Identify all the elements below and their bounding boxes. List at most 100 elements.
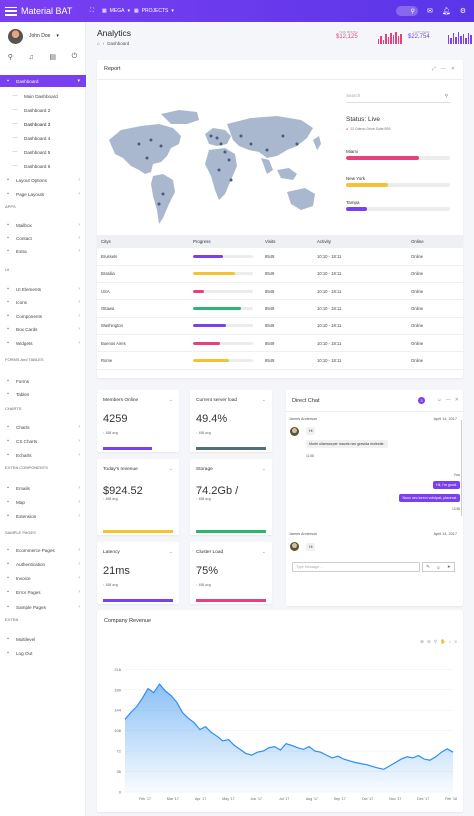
- attach-icon[interactable]: ✎: [426, 564, 430, 569]
- bell-icon[interactable]: 🔔︎: [441, 8, 451, 15]
- sidebar-item-label: Multilevel: [16, 636, 36, 642]
- user-panel[interactable]: John Doe ▾: [0, 22, 85, 50]
- minimize-icon[interactable]: —: [445, 397, 451, 403]
- breadcrumb: ⌂ › Dashboard: [97, 41, 130, 46]
- chat-scrollbar[interactable]: [460, 420, 462, 516]
- chat-icon[interactable]: ▤: [49, 54, 57, 61]
- status-address: 12 Odeno Drive Suite 895: [350, 127, 391, 131]
- sidebar-item-forms[interactable]: ▪ Forms: [0, 375, 86, 387]
- zoom-in-icon[interactable]: ⊕: [420, 639, 424, 644]
- mega-menu[interactable]: ▦ MEGA ▾: [102, 8, 130, 14]
- chevron-right-icon: ›: [78, 561, 80, 567]
- sidebar-item-contact[interactable]: ▪ Contact ›: [0, 232, 86, 244]
- table-row[interactable]: Brasilia 8549 10:10 - 18:11 Online: [97, 265, 463, 284]
- sidebar-item-dashboard-2[interactable]: — Dashboard 2: [0, 104, 86, 116]
- sidebar-item-invoice[interactable]: ▪ Invoice ›: [0, 572, 86, 584]
- search-icon[interactable]: ⚲: [433, 639, 438, 644]
- chevron-down-icon[interactable]: ⌄: [168, 397, 173, 403]
- contacts-icon[interactable]: ☺: [436, 397, 442, 403]
- city-progress-miami: [346, 156, 450, 160]
- spark-bar: [470, 35, 472, 44]
- sidebar-item-layout-options[interactable]: ▪ Layout Options ›: [0, 174, 86, 186]
- bell-icon[interactable]: ♫: [28, 53, 34, 61]
- city-label-new-york: New York: [346, 176, 366, 181]
- spark-bar: [392, 35, 395, 44]
- map-search-input[interactable]: Search ⚲: [346, 93, 450, 103]
- mail-icon[interactable]: ✉: [426, 8, 433, 15]
- table-row[interactable]: Brussels 8549 10:10 - 18:11 Online: [97, 248, 463, 266]
- sidebar-item-extension[interactable]: ▪ Extension ›: [0, 510, 86, 522]
- close-icon[interactable]: ✕: [450, 66, 455, 72]
- sidebar-item-echarts[interactable]: ▪ Echarts ›: [0, 449, 86, 461]
- stat-card: Current server load ⌄ 49.4% ↑ 458 avg: [190, 390, 272, 452]
- stat-value: 74.2Gb /: [196, 485, 239, 497]
- sidebar-item-sample-pages[interactable]: ▪ Sample Pages ›: [0, 601, 86, 613]
- sidebar-item-multilevel[interactable]: ▪ Multilevel: [0, 633, 86, 645]
- gear-icon[interactable]: ⚙: [459, 8, 466, 15]
- spark-bar: [460, 36, 462, 44]
- world-map[interactable]: [101, 100, 341, 232]
- sidebar-item-label: Contact: [16, 235, 32, 241]
- table-row[interactable]: USA 8549 10:10 - 18:11 Online: [97, 282, 463, 301]
- projects-menu[interactable]: ▦ PROJECTS ▾: [134, 8, 174, 14]
- sidebar-item-widgets[interactable]: ▪ Widgets ›: [0, 337, 86, 349]
- revenue-line[interactable]: [124, 683, 454, 770]
- home-icon[interactable]: ⌂: [97, 41, 100, 46]
- menu-icon[interactable]: ≡: [454, 639, 457, 644]
- col-header: Citys: [97, 235, 189, 248]
- expand-icon[interactable]: ⤢: [431, 66, 436, 72]
- search-icon[interactable]: ⚲: [7, 54, 13, 61]
- table-row[interactable]: Buenos Aires 8549 10:10 - 18:11 Online: [97, 334, 463, 353]
- sidebar-item-components[interactable]: ▪ Components ›: [0, 310, 86, 322]
- table-row[interactable]: Washington 8549 10:10 - 18:11 Online: [97, 317, 463, 335]
- table-row[interactable]: Rome 8549 10:10 - 18:11 Online: [97, 351, 463, 370]
- close-icon[interactable]: ✕: [454, 397, 459, 403]
- chevron-down-icon[interactable]: ⌄: [168, 466, 173, 472]
- sidebar-item-mailbox[interactable]: ▪ Mailbox ›: [0, 219, 86, 231]
- sidebar-item-log-out[interactable]: ▪ Log Out: [0, 647, 86, 659]
- sidebar-item-dashboard[interactable]: ▪ Dashboard ▾: [0, 75, 86, 87]
- emoji-icon[interactable]: ☺: [436, 564, 441, 570]
- send-icon[interactable]: ➤: [447, 564, 451, 569]
- sidebar-item-box-cards[interactable]: ▪ Box Cards ›: [0, 323, 86, 335]
- fullscreen-icon[interactable]: ⛶: [89, 7, 95, 14]
- sidebar-item-tables[interactable]: ▪ Tables: [0, 388, 86, 400]
- sidebar-item-icons[interactable]: ▪ Icons ›: [0, 296, 86, 308]
- sidebar-item-dashboard-6[interactable]: — Dashboard 6: [0, 160, 86, 172]
- home-icon[interactable]: ⌂: [448, 639, 452, 644]
- menu-icon[interactable]: [5, 6, 17, 16]
- sidebar-item-dashboard-4[interactable]: — Dashboard 4: [0, 132, 86, 144]
- sidebar-item-error-pages[interactable]: ▪ Error Pages ›: [0, 586, 86, 598]
- pan-icon[interactable]: ✋: [440, 639, 446, 644]
- chevron-down-icon[interactable]: ⌄: [261, 549, 266, 555]
- power-icon[interactable]: ⏻: [71, 53, 78, 60]
- sidebar-item-emails[interactable]: ▪ Emails ›: [0, 482, 86, 494]
- stat-sub-text: 458 avg: [198, 583, 211, 587]
- stat-sub-text: 458 avg: [105, 431, 118, 435]
- sidebar-item-extra[interactable]: ▪ Extra ›: [0, 245, 86, 257]
- sidebar-item-authentication[interactable]: ▪ Authentication ›: [0, 558, 86, 570]
- zoom-out-icon[interactable]: ⊖: [426, 639, 431, 644]
- search-placeholder: Search: [346, 93, 361, 98]
- minimize-icon[interactable]: —: [440, 66, 446, 72]
- chevron-down-icon[interactable]: ⌄: [168, 549, 173, 555]
- avatar: [290, 427, 299, 436]
- table-row[interactable]: Ottawa 8549 10:10 - 18:11 Online: [97, 299, 463, 318]
- sidebar-item-charts[interactable]: ▪ Charts ›: [0, 421, 86, 433]
- sidebar-item-page-layouts[interactable]: ▪ Page Layouts ›: [0, 188, 86, 200]
- cell-city: USA: [97, 282, 189, 301]
- search-button[interactable]: ⚲: [395, 6, 418, 16]
- sidebar-item-map[interactable]: ▪ Map ›: [0, 496, 86, 508]
- chevron-down-icon[interactable]: ⌄: [261, 397, 266, 403]
- sidebar-item-main-dashboard[interactable]: — Main Dashboard: [0, 90, 86, 102]
- sidebar-item-cs-charts[interactable]: ▪ CS Charts ›: [0, 435, 86, 447]
- sidebar-item-ui-elements[interactable]: ▪ UI Elements ›: [0, 283, 86, 295]
- sidebar-item-dashboard-5[interactable]: — Dashboard 5: [0, 146, 86, 158]
- breadcrumb-item[interactable]: Dashboard: [107, 41, 130, 46]
- message-input[interactable]: Type Message ...: [292, 562, 420, 572]
- chevron-down-icon[interactable]: ⌄: [261, 466, 266, 472]
- sidebar-item-ecommerce-pages[interactable]: ▪ Ecommerce Pages ›: [0, 544, 86, 556]
- revenue-chart[interactable]: 0 36 72 108 144 180 216 Feb '17 Mar '17 Apr '17 Ma…: [97, 632, 463, 812]
- brand[interactable]: Material BAT: [0, 6, 86, 16]
- sidebar-item-dashboard-3[interactable]: — Dashboard 3: [0, 118, 86, 130]
